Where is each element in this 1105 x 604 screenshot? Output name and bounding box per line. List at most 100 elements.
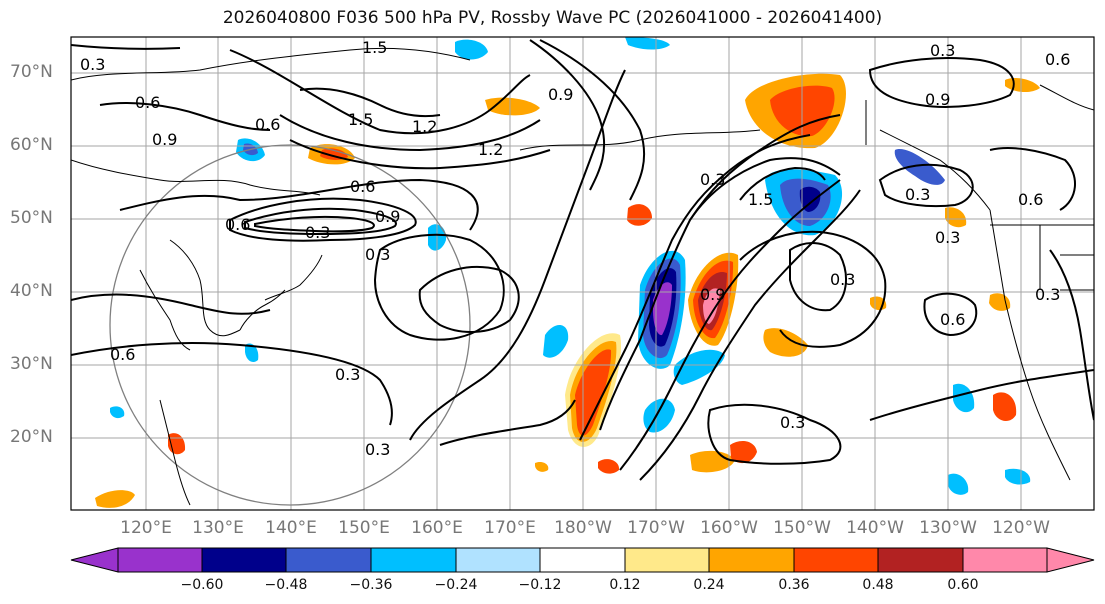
colorbar-tick-label: −0.12 <box>518 577 562 593</box>
lon-label: 140°W <box>846 518 904 538</box>
map-frame <box>70 36 1095 511</box>
anomaly-positive-fill <box>1005 77 1040 93</box>
contour-label: 1.2 <box>478 140 503 159</box>
contour-label: 0.3 <box>935 228 960 247</box>
lat-label: 40°N <box>10 281 53 301</box>
anomaly-negative-fill <box>110 406 125 419</box>
anomaly-negative-fill <box>948 473 969 495</box>
contour-label: 0.6 <box>255 115 280 134</box>
colorbar-extend-low <box>70 547 119 573</box>
lon-label: 170°E <box>484 518 536 538</box>
contour-label: 0.3 <box>700 170 725 189</box>
anomaly-negative-fill <box>625 37 670 50</box>
anomaly-positive-fill <box>763 328 808 357</box>
anomaly-positive-fill <box>703 288 720 324</box>
map-title: 2026040800 F036 500 hPa PV, Rossby Wave … <box>222 8 883 28</box>
lon-label: 180°W <box>554 518 612 538</box>
colorbar-tick-label: 0.36 <box>778 577 810 593</box>
colorbar-segment <box>201 547 287 573</box>
contour-label: 0.6 <box>225 215 250 234</box>
graticule <box>71 37 1094 510</box>
anomaly-negative-fill <box>894 149 945 185</box>
lon-label: 160°E <box>411 518 463 538</box>
anomaly-positive-fill <box>993 392 1017 422</box>
contour-label: 0.3 <box>335 365 360 384</box>
colorbar-segment <box>539 547 626 573</box>
lat-label: 60°N <box>10 135 53 155</box>
anomaly-positive-fill <box>535 461 549 472</box>
lat-label: 20°N <box>10 427 53 447</box>
contour-label-layer: 1.5 0.3 0.6 0.9 0.6 1.5 1.2 1.2 0.9 0.6 … <box>80 38 1070 459</box>
colorbar-tick-label: −0.48 <box>264 577 308 593</box>
anomaly-positive-fill <box>95 490 135 508</box>
lon-label: 120°E <box>120 518 172 538</box>
contour-label: 0.3 <box>905 185 930 204</box>
contour-label: 1.5 <box>748 190 773 209</box>
anomaly-negative-fill <box>543 324 569 358</box>
colorbar-tick-label: 0.12 <box>609 577 641 593</box>
colorbar-segment <box>624 547 710 573</box>
map-panel <box>71 37 1094 510</box>
contour-label: 0.3 <box>80 55 105 74</box>
contour-label: 0.3 <box>780 413 805 432</box>
contour-label: 0.3 <box>365 440 390 459</box>
lon-label: 150°E <box>338 518 390 538</box>
contour-label: 0.9 <box>375 207 400 226</box>
colorbar-tick-label: −0.36 <box>349 577 393 593</box>
contour-label: 0.6 <box>350 177 375 196</box>
anomaly-positive-fill <box>598 459 620 474</box>
contour-label: 1.5 <box>348 110 373 129</box>
anomaly-negative-fill <box>1005 468 1031 485</box>
lat-label: 70°N <box>10 62 53 82</box>
colorbar-tick-label: −0.24 <box>434 577 478 593</box>
colorbar-segment <box>370 547 457 573</box>
anomaly-negative-fill <box>643 398 675 433</box>
contour-label: 0.6 <box>1045 50 1070 69</box>
colorbar-tick-label: 0.60 <box>947 577 979 593</box>
colorbar-segment <box>117 547 203 573</box>
contour-label: 1.2 <box>412 117 437 136</box>
contour-label: 0.9 <box>548 85 573 104</box>
anomaly-positive-fill <box>627 204 652 226</box>
lon-label: 130°E <box>192 518 244 538</box>
contour-label: 0.6 <box>1018 190 1043 209</box>
lat-label: 30°N <box>10 354 53 374</box>
lon-label: 170°W <box>627 518 685 538</box>
anomaly-positive-fill <box>575 349 612 436</box>
contour-label: 0.3 <box>365 245 390 264</box>
colorbar-extend-high <box>1046 547 1095 573</box>
anomaly-positive-fill <box>730 440 757 464</box>
anomaly-negative-fill <box>245 343 259 363</box>
anomaly-positive-fill <box>945 207 967 228</box>
contour-label: 0.3 <box>1035 285 1060 304</box>
lon-label: 160°W <box>700 518 758 538</box>
anomaly-positive-fill <box>690 450 735 473</box>
colorbar-tick-label: 0.48 <box>862 577 894 593</box>
contour-label: 0.6 <box>940 310 965 329</box>
lon-label: 120°W <box>992 518 1050 538</box>
colorbar-tick-label: 0.24 <box>693 577 725 593</box>
lon-label: 130°W <box>919 518 977 538</box>
colorbar-segment <box>793 547 879 573</box>
colorbar-tick-label: −0.60 <box>180 577 224 593</box>
colorbar-segment <box>285 547 372 573</box>
anomaly-negative-fill <box>953 383 975 413</box>
contour-label: 1.5 <box>362 38 387 57</box>
colorbar-segment <box>962 547 1048 573</box>
pv-contours <box>71 39 1094 481</box>
contour-label: 0.6 <box>135 93 160 112</box>
lon-label: 150°W <box>773 518 831 538</box>
lat-label: 50°N <box>10 208 53 228</box>
anomaly-negative-fill <box>455 39 488 60</box>
contour-label: 0.3 <box>930 41 955 60</box>
lon-label: 140°E <box>265 518 317 538</box>
reference-circle <box>109 144 471 506</box>
contour-label: 0.6 <box>110 345 135 364</box>
colorbar-segment <box>455 547 541 573</box>
contour-label: 0.9 <box>925 90 950 109</box>
anomaly-negative-fill <box>799 186 821 212</box>
contour-label: 0.3 <box>830 270 855 289</box>
colorbar-segment <box>877 547 964 573</box>
colorbar <box>70 547 1095 573</box>
